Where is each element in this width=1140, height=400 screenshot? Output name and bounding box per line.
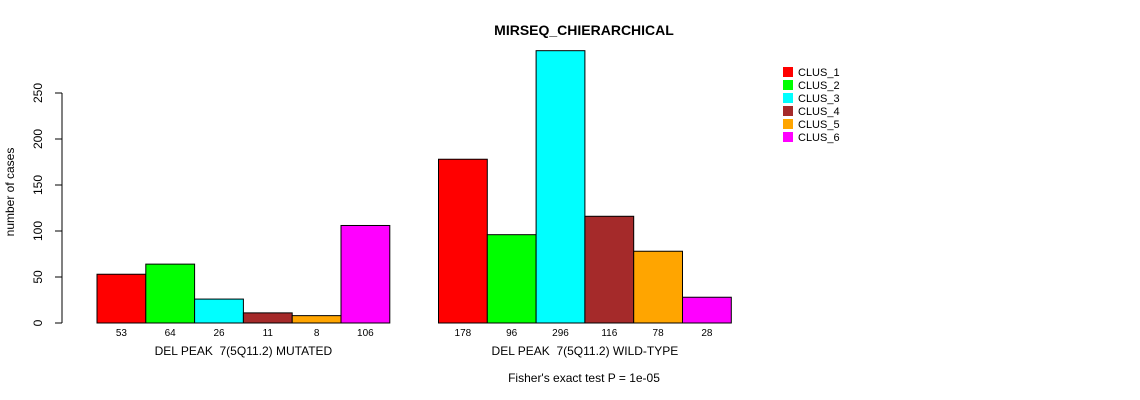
y-tick-label-0: 0: [31, 319, 45, 326]
count-labels: 53 64 26 11 8 106 178 96 296 116 78 28: [116, 328, 713, 339]
count-label-clus-4-group-2: 116: [601, 328, 617, 339]
legend-label-clus-1: CLUS_1: [798, 67, 840, 79]
count-label-clus-3-group-1: 26: [213, 328, 225, 339]
legend-label-clus-3: CLUS_3: [798, 93, 840, 105]
fisher-test-footnote: Fisher's exact test P = 1e-05: [508, 371, 660, 385]
bar-clus-1-group-2: [438, 158, 488, 324]
legend-label-clus-2: CLUS_2: [798, 80, 840, 92]
y-tick-label-150: 150: [31, 175, 45, 195]
count-label-clus-6-group-1: 106: [357, 328, 374, 339]
bar-clus-5-group-1: [291, 315, 342, 324]
chart-title: MIRSEQ_CHIERARCHICAL: [494, 22, 674, 38]
count-label-clus-2-group-2: 96: [506, 328, 518, 339]
bar-clus-4-group-1: [242, 312, 293, 324]
legend-swatch-clus-1: [783, 67, 793, 77]
y-tick-label-200: 200: [31, 129, 45, 149]
legend-swatch-clus-6: [783, 132, 793, 142]
legend-label-clus-4: CLUS_4: [798, 106, 840, 118]
legend-label-clus-6: CLUS_6: [798, 132, 840, 144]
bar-clus-2-group-2: [486, 234, 537, 324]
count-label-clus-5-group-1: 8: [314, 328, 320, 339]
group-label-2: DEL PEAK 7(5Q11.2) WILD-TYPE: [492, 344, 679, 358]
count-label-clus-6-group-2: 28: [701, 328, 713, 339]
legend-swatch-clus-4: [783, 106, 793, 116]
count-label-clus-2-group-1: 64: [165, 328, 177, 339]
bars: [96, 50, 732, 324]
count-label-clus-1-group-2: 178: [455, 328, 472, 339]
legend-swatch-clus-2: [783, 80, 793, 90]
group-labels: DEL PEAK 7(5Q11.2) MUTATED DEL PEAK 7(5Q1…: [155, 344, 679, 358]
bar-clus-3-group-1: [194, 298, 244, 324]
bar-clus-5-group-2: [633, 250, 684, 324]
y-tick-label-100: 100: [31, 221, 45, 241]
count-label-clus-1-group-1: 53: [116, 328, 128, 339]
bar-clus-1-group-1: [96, 273, 147, 324]
bar-clus-3-group-2: [535, 50, 586, 324]
y-axis: 0 50 100 150 200 250: [31, 83, 63, 326]
legend-swatch-clus-5: [783, 119, 793, 129]
legend-label-clus-5: CLUS_5: [798, 119, 840, 131]
y-tick-label-250: 250: [31, 83, 45, 103]
bar-clus-4-group-2: [584, 215, 635, 324]
bar-clus-2-group-1: [145, 263, 196, 324]
count-label-clus-3-group-2: 296: [552, 328, 569, 339]
count-label-clus-5-group-2: 78: [653, 328, 665, 339]
group-label-1: DEL PEAK 7(5Q11.2) MUTATED: [155, 344, 333, 358]
bar-clus-6-group-1: [340, 224, 391, 324]
count-label-clus-4-group-1: 11: [263, 328, 274, 339]
y-tick-label-50: 50: [31, 270, 45, 284]
y-axis-label: number of cases: [3, 148, 17, 237]
legend-swatch-clus-3: [783, 93, 793, 103]
bar-clus-6-group-2: [682, 296, 732, 324]
